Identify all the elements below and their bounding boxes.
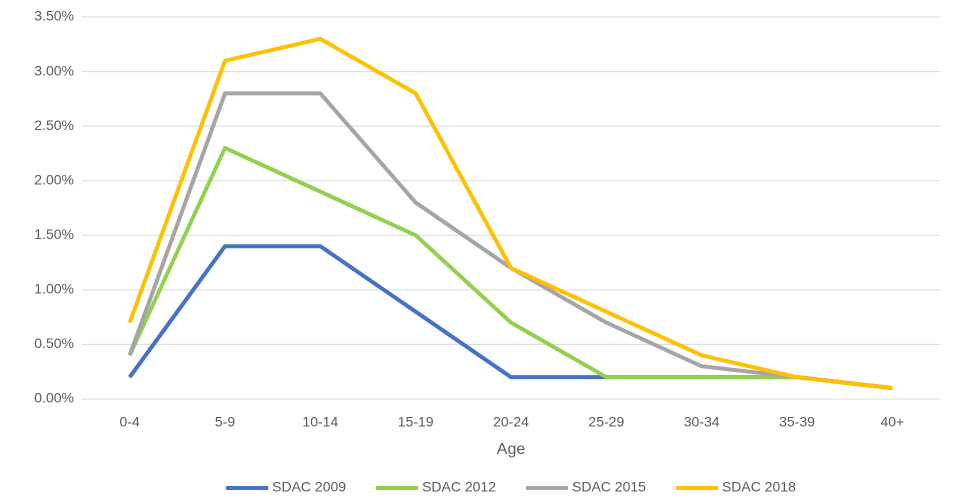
x-tick-label: 30-34 <box>684 414 720 430</box>
x-tick-label: 25-29 <box>588 414 624 430</box>
y-tick-label: 2.50% <box>34 117 74 133</box>
legend-label: SDAC 2015 <box>572 479 646 495</box>
legend-label: SDAC 2009 <box>272 479 346 495</box>
legend-label: SDAC 2018 <box>722 479 796 495</box>
y-tick-label: 3.00% <box>34 62 74 78</box>
y-tick-label: 1.50% <box>34 226 74 242</box>
x-tick-label: 40+ <box>880 414 904 430</box>
legend-label: SDAC 2012 <box>422 479 496 495</box>
x-tick-label: 5-9 <box>215 414 235 430</box>
x-tick-label: 15-19 <box>398 414 434 430</box>
series-line <box>127 36 893 391</box>
x-tick-label: 20-24 <box>493 414 529 430</box>
y-tick-label: 2.00% <box>34 171 74 187</box>
series-line <box>127 145 893 391</box>
y-tick-label: 1.00% <box>34 281 74 297</box>
y-tick-label: 0.50% <box>34 335 74 351</box>
y-tick-label: 0.00% <box>34 390 74 406</box>
x-axis-label: Age <box>497 441 526 458</box>
y-tick-label: 3.50% <box>34 8 74 24</box>
x-tick-label: 35-39 <box>779 414 815 430</box>
x-tick-label: 0-4 <box>120 414 140 430</box>
x-tick-label: 10-14 <box>302 414 338 430</box>
series-line <box>127 91 893 391</box>
